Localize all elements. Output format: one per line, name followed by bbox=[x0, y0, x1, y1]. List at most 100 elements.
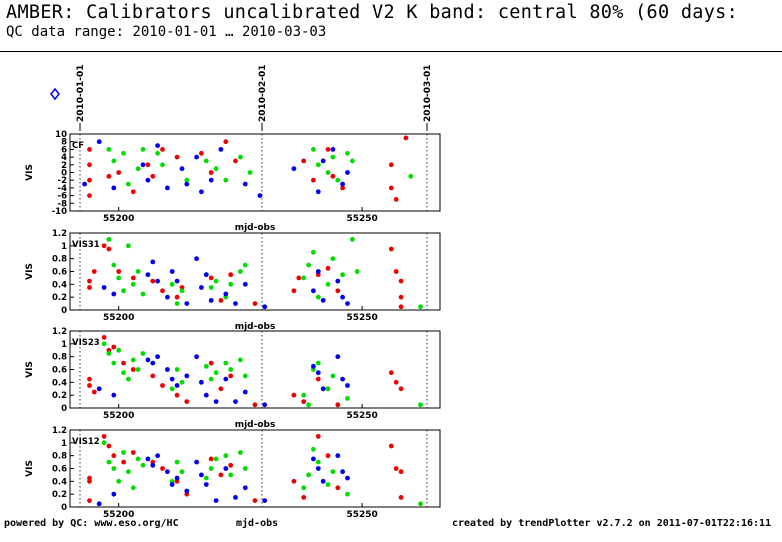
data-point-green bbox=[174, 367, 180, 372]
data-point-red bbox=[208, 456, 214, 462]
data-point-green bbox=[228, 367, 234, 372]
data-point-red bbox=[398, 469, 404, 475]
chart-subtitle: QC data range: 2010-01-01 … 2010-03-03 bbox=[6, 24, 327, 40]
data-point-red bbox=[87, 383, 92, 388]
data-point-red bbox=[388, 246, 394, 252]
data-point-blue bbox=[111, 392, 117, 398]
data-point-blue bbox=[194, 154, 200, 160]
data-point-green bbox=[101, 440, 107, 446]
data-point-blue bbox=[174, 383, 180, 388]
data-point-red bbox=[330, 173, 336, 179]
data-point-green bbox=[242, 373, 248, 379]
y-tick-label: -4 bbox=[58, 184, 68, 194]
data-point-blue bbox=[345, 170, 350, 175]
data-point-green bbox=[315, 459, 321, 465]
data-point-blue bbox=[145, 272, 151, 278]
y-tick-label: -6 bbox=[58, 192, 68, 202]
data-point-green bbox=[208, 376, 214, 382]
plot-frame bbox=[69, 429, 441, 508]
data-point-green bbox=[169, 386, 175, 392]
data-point-red bbox=[101, 434, 107, 439]
data-point-blue bbox=[345, 301, 350, 306]
data-point-red bbox=[398, 495, 404, 500]
data-point-red bbox=[393, 197, 399, 202]
data-point-green bbox=[223, 177, 229, 183]
data-point-blue bbox=[150, 360, 156, 366]
data-point-blue bbox=[223, 291, 229, 297]
data-point-red bbox=[116, 269, 122, 274]
data-point-green bbox=[174, 301, 180, 306]
y-tick-label: 0 bbox=[61, 503, 67, 513]
data-point-green bbox=[242, 262, 248, 268]
data-point-red bbox=[403, 135, 409, 141]
data-point-red bbox=[106, 246, 112, 252]
panel-label: CF bbox=[72, 141, 84, 151]
data-point-green bbox=[111, 158, 117, 164]
data-point-red bbox=[179, 285, 185, 290]
data-point-green bbox=[301, 485, 307, 491]
data-point-green bbox=[238, 154, 243, 160]
data-point-green bbox=[184, 177, 190, 183]
y-tick-label: 0 bbox=[61, 306, 67, 316]
data-point-green bbox=[306, 402, 311, 408]
date-marker-label: 2010-03-01 bbox=[423, 64, 433, 122]
data-point-red bbox=[111, 344, 117, 350]
data-point-blue bbox=[199, 285, 204, 290]
data-point-red bbox=[233, 158, 238, 164]
data-point-green bbox=[325, 386, 331, 392]
data-point-red bbox=[228, 373, 234, 379]
y-tick-label: 1.2 bbox=[52, 327, 67, 337]
data-point-blue bbox=[320, 158, 326, 164]
data-point-green bbox=[311, 446, 316, 452]
data-point-blue bbox=[184, 301, 190, 306]
data-point-green bbox=[155, 150, 161, 156]
data-point-green bbox=[140, 147, 146, 152]
data-point-red bbox=[388, 443, 394, 449]
data-point-red bbox=[145, 162, 151, 168]
data-point-blue bbox=[155, 143, 161, 149]
data-point-blue bbox=[233, 399, 238, 404]
data-point-blue bbox=[203, 392, 209, 398]
data-point-blue bbox=[242, 181, 248, 187]
x-tick-label: 55250 bbox=[346, 510, 377, 520]
data-point-green bbox=[213, 456, 219, 462]
data-point-red bbox=[340, 185, 345, 191]
x-axis-label: mjd-obs bbox=[235, 223, 276, 233]
data-point-green bbox=[238, 269, 243, 274]
data-point-green bbox=[101, 341, 107, 347]
data-point-red bbox=[325, 265, 331, 271]
data-point-red bbox=[218, 472, 224, 478]
x-axis-label: mjd-obs bbox=[235, 420, 276, 430]
data-point-red bbox=[101, 243, 107, 249]
data-point-green bbox=[418, 304, 423, 310]
data-point-blue bbox=[184, 181, 190, 187]
data-point-red bbox=[311, 177, 316, 183]
data-point-blue bbox=[96, 139, 102, 145]
data-point-blue bbox=[242, 485, 248, 491]
y-tick-label: 0.2 bbox=[52, 490, 67, 500]
data-point-red bbox=[301, 399, 307, 404]
data-point-green bbox=[301, 392, 307, 398]
data-point-green bbox=[354, 269, 360, 274]
data-point-red bbox=[315, 376, 321, 382]
data-point-red bbox=[388, 185, 394, 191]
data-point-red bbox=[398, 278, 404, 284]
data-point-green bbox=[174, 459, 180, 465]
y-tick-label: -2 bbox=[58, 176, 68, 186]
data-point-green bbox=[125, 243, 131, 249]
legend-diamond-icon bbox=[50, 87, 60, 101]
data-point-blue bbox=[218, 147, 224, 152]
data-point-green bbox=[213, 166, 219, 172]
y-tick-label: 0 bbox=[61, 169, 67, 179]
data-point-red bbox=[208, 360, 214, 366]
footer-powered-by: powered by QC: www.eso.org/HC bbox=[4, 518, 179, 529]
data-point-blue bbox=[320, 478, 326, 484]
data-point-blue bbox=[145, 177, 151, 183]
data-point-green bbox=[223, 360, 229, 366]
data-point-green bbox=[169, 281, 175, 287]
data-point-green bbox=[330, 256, 336, 262]
data-point-green bbox=[311, 249, 316, 255]
data-point-red bbox=[223, 139, 229, 145]
x-tick-label: 55250 bbox=[346, 411, 377, 421]
data-point-blue bbox=[345, 383, 350, 388]
